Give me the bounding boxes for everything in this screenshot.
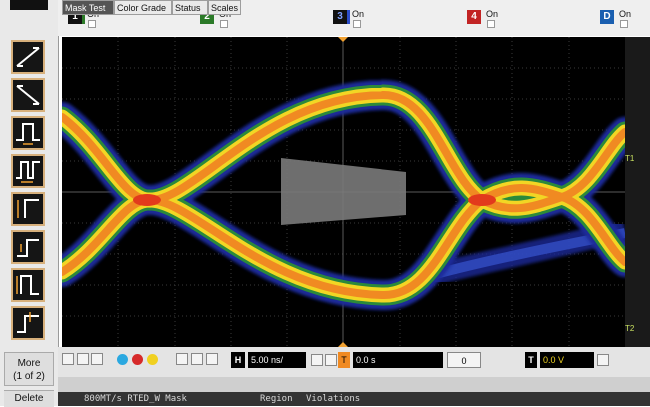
region-label: Region (260, 394, 293, 404)
tab-strip (58, 377, 650, 392)
waveform-shape-2-icon[interactable] (325, 354, 337, 366)
delay-field[interactable]: 0.0 s (353, 352, 443, 368)
trigger-marker-bottom-icon (338, 342, 348, 347)
waveform-shape-icon[interactable] (311, 354, 323, 366)
channel-4-badge[interactable]: 4 (467, 10, 481, 24)
rising-edge-tool-icon[interactable] (11, 40, 45, 74)
channel-digital-checkbox[interactable] (620, 20, 628, 28)
falling-edge-tool-icon[interactable] (11, 78, 45, 112)
overshoot-tool-icon[interactable] (11, 306, 45, 340)
trigger-marker-top-icon (338, 37, 348, 42)
tab-status[interactable]: Status (172, 0, 208, 15)
channel-digital-badge[interactable]: D (600, 10, 614, 24)
channel-1-checkbox[interactable] (88, 20, 96, 28)
channel-digital-on-label: On (619, 9, 632, 19)
trigger-label: T (525, 352, 537, 368)
tab-mask-test[interactable]: Mask Test (62, 0, 114, 15)
color-yellow-icon[interactable] (147, 354, 158, 365)
eye-traces (62, 80, 625, 310)
navigation-control[interactable]: 0 (447, 352, 481, 368)
sidebar-top-block (10, 0, 48, 10)
channel-4-checkbox[interactable] (487, 20, 495, 28)
pulse-width-tool-icon[interactable] (11, 116, 45, 150)
marker-side-bar (625, 37, 650, 347)
more-button[interactable]: More (1 of 2) (4, 352, 54, 386)
trigger-level-field[interactable]: 0.0 V (540, 352, 594, 368)
color-red-icon[interactable] (132, 354, 143, 365)
horizontal-label: H (231, 352, 245, 368)
channel-3-checkbox[interactable] (353, 20, 361, 28)
up-arrow-icon[interactable] (62, 353, 74, 365)
delay-marker-icon: T (338, 352, 350, 368)
mask-name: 800MT/s RTED_W Mask (84, 394, 187, 404)
tab-scales[interactable]: Scales (208, 0, 241, 15)
duty-cycle-tool-icon[interactable] (11, 154, 45, 188)
eye-diagram (62, 37, 625, 347)
waveform-display[interactable] (62, 37, 625, 347)
channel-3-badge[interactable]: 3 (333, 10, 350, 24)
mask-status-bar: 800MT/s RTED_W Mask Region Violations (58, 392, 650, 406)
trigger-spin-icon[interactable] (597, 354, 609, 366)
marker-t2-label[interactable]: T2 (625, 324, 635, 333)
amplitude-tool-icon[interactable] (11, 192, 45, 226)
brightness-icon[interactable] (206, 353, 218, 365)
color-cyan-icon[interactable] (117, 354, 128, 365)
more-page-indicator: (1 of 2) (13, 371, 45, 382)
camera-icon[interactable] (176, 353, 188, 365)
channel-4-on-label: On (486, 9, 499, 19)
delete-button[interactable]: Delete (4, 390, 54, 407)
top-level-tool-icon[interactable] (11, 230, 45, 264)
violations-label: Violations (306, 394, 361, 404)
tab-color-grade[interactable]: Color Grade (114, 0, 172, 15)
marker-t1-label[interactable]: T1 (625, 154, 635, 163)
peak-to-peak-tool-icon[interactable] (11, 268, 45, 302)
spin-down-icon[interactable] (91, 353, 103, 365)
mask-region (281, 158, 406, 225)
channel-3-on-label: On (352, 9, 365, 19)
time-per-division-field[interactable]: 5.00 ns/ (248, 352, 306, 368)
more-label: More (17, 358, 41, 369)
spin-up-icon[interactable] (77, 353, 89, 365)
print-icon[interactable] (191, 353, 203, 365)
channel-2-checkbox[interactable] (220, 20, 228, 28)
